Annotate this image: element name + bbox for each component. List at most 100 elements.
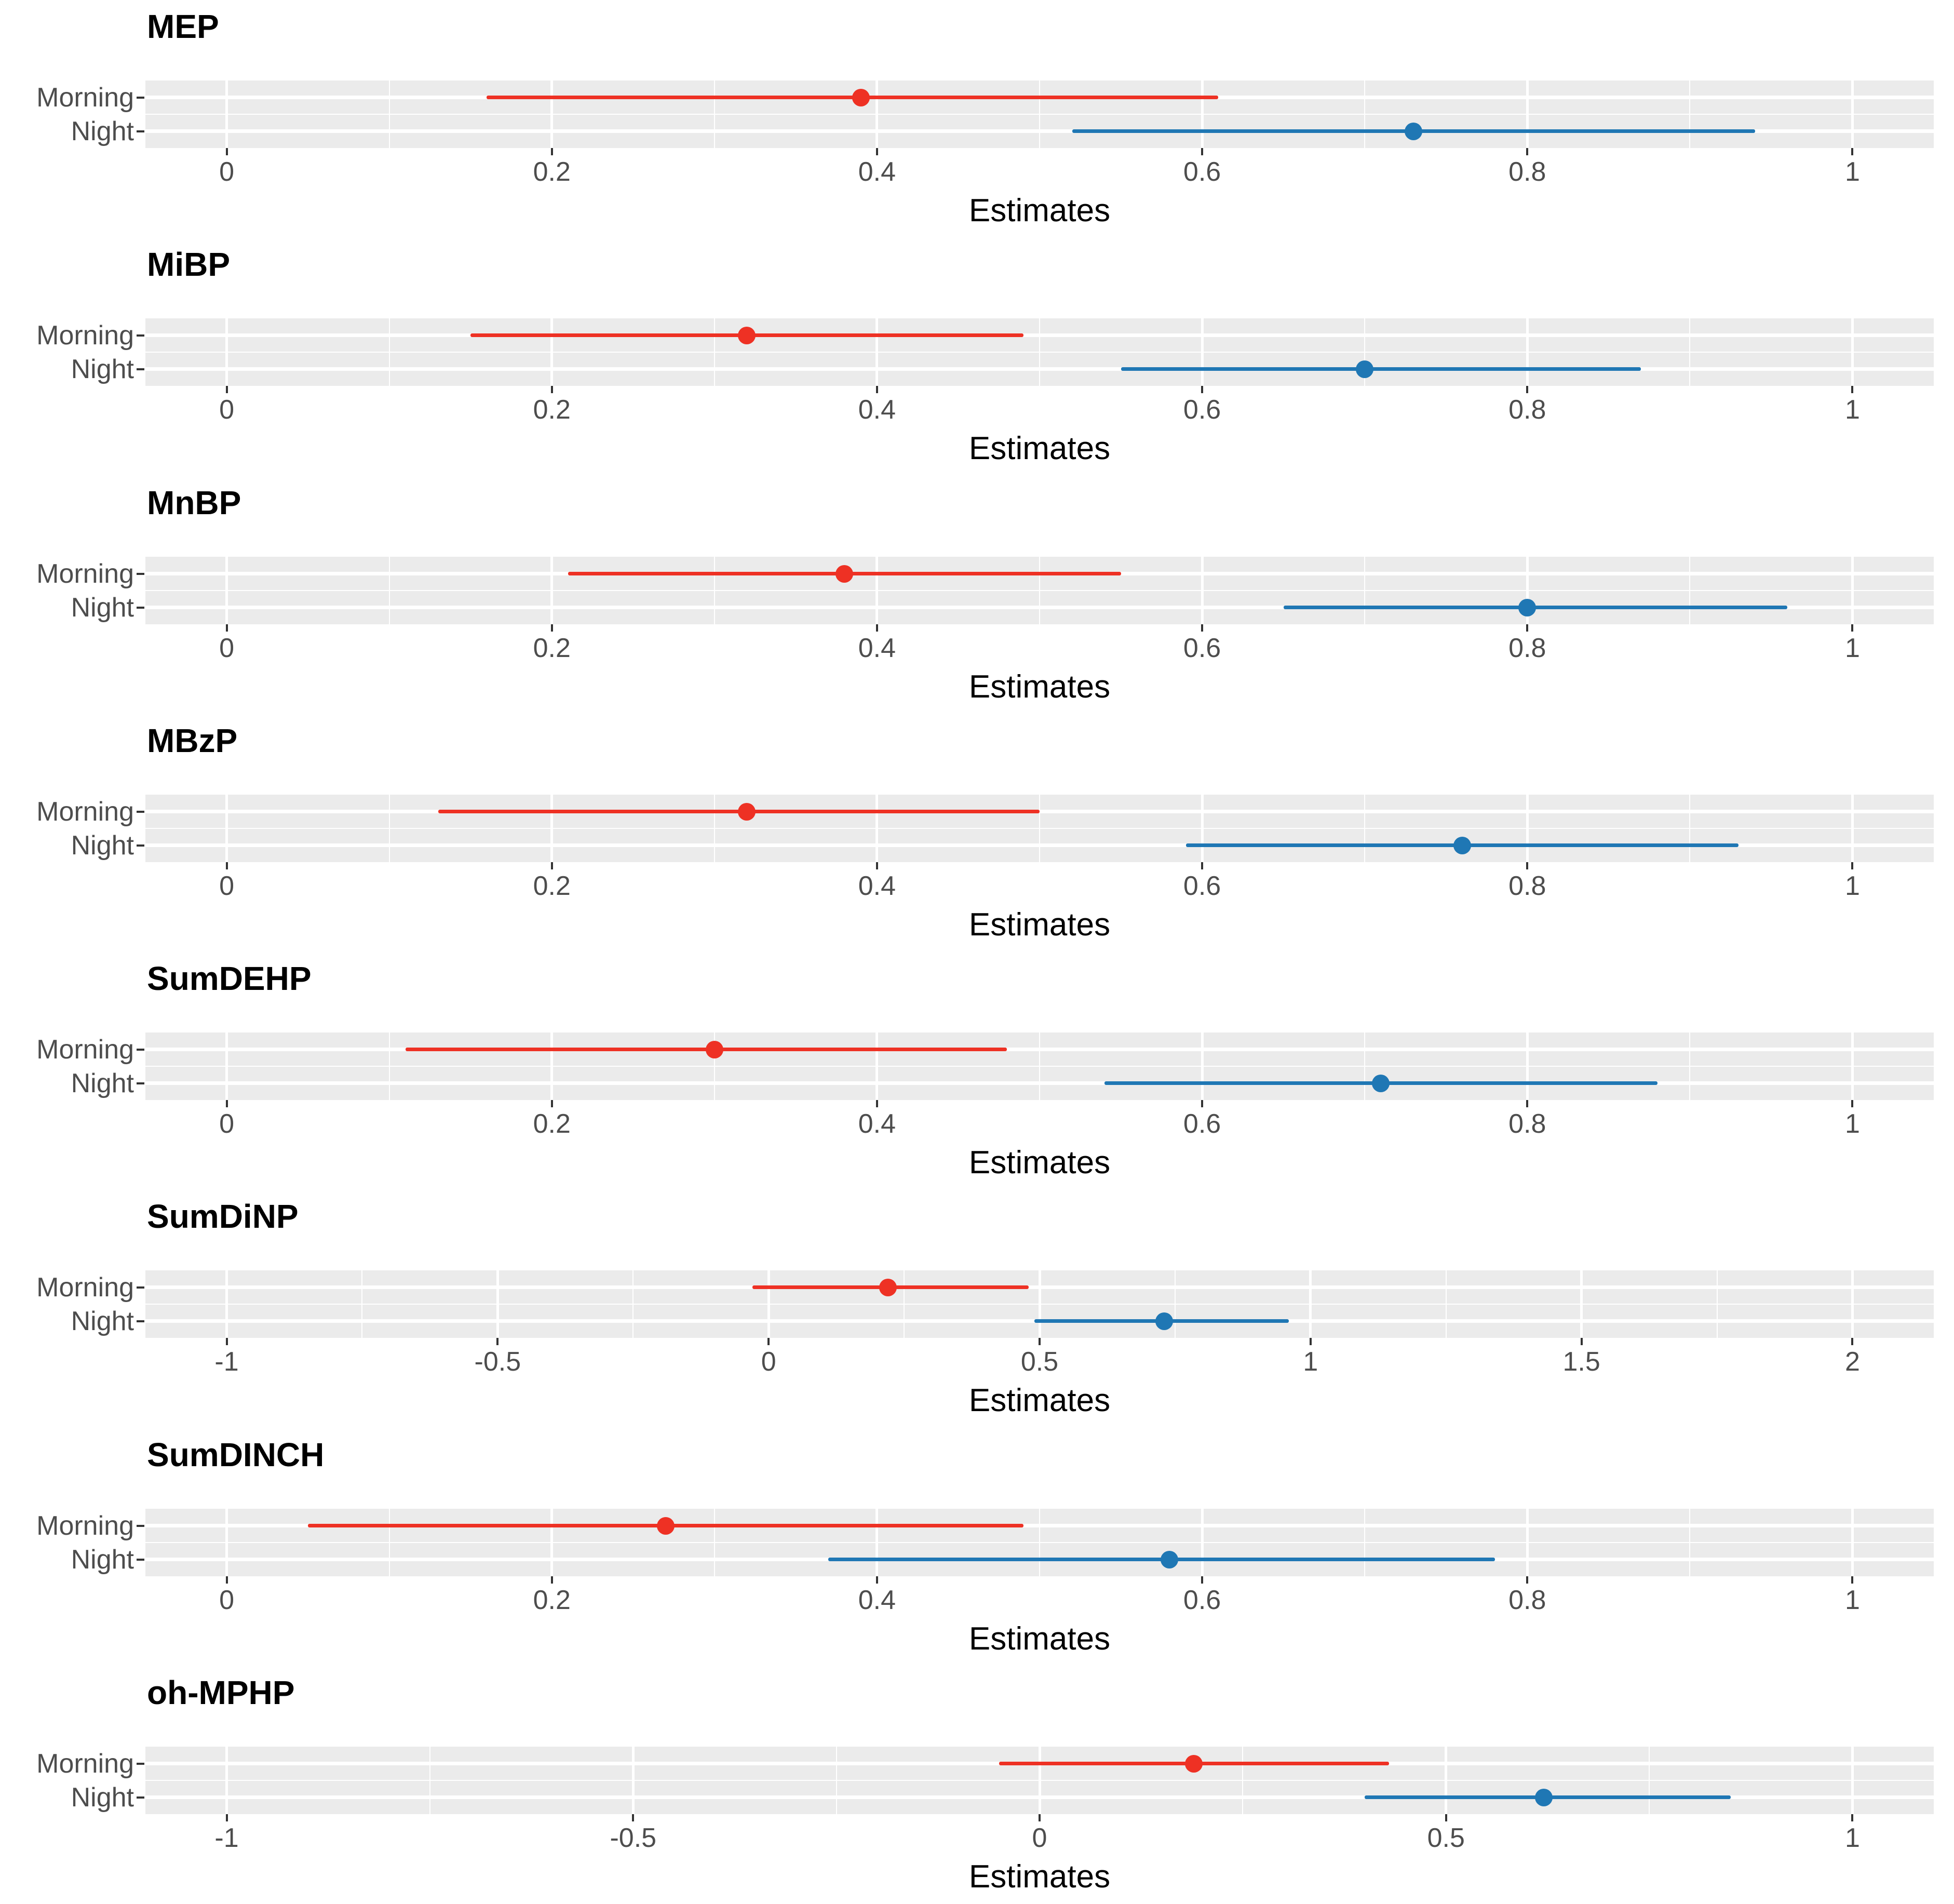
x-tick-mark [550, 386, 553, 393]
x-tick-mark [225, 624, 228, 632]
x-tick-label: 0.4 [858, 395, 896, 425]
y-tick-mark [137, 1524, 144, 1527]
x-tick-mark [1445, 1814, 1447, 1821]
point-estimate-morning [879, 1278, 897, 1296]
point-estimate-night [1161, 1550, 1179, 1568]
ci-line-night [1121, 367, 1641, 371]
x-tick-label: 1 [1844, 395, 1860, 425]
gridline-minor-horizontal [145, 590, 1934, 591]
x-axis-title: Estimates [968, 1621, 1111, 1657]
panel-title: SumDINCH [147, 1436, 325, 1473]
x-tick-label: 0.6 [1183, 1109, 1221, 1139]
y-tick-label: Morning [36, 1748, 134, 1779]
x-tick-mark [875, 624, 878, 632]
point-estimate-morning [656, 1517, 675, 1535]
plot-area [145, 1033, 1934, 1100]
x-tick-mark [225, 1338, 228, 1345]
x-tick-mark [1851, 624, 1854, 632]
x-tick-mark [1526, 148, 1529, 155]
x-tick-mark [1851, 1338, 1854, 1345]
x-tick-label: 0 [761, 1347, 776, 1377]
x-tick-mark [875, 386, 878, 393]
x-tick-label: 0 [219, 633, 234, 663]
point-estimate-night [1453, 836, 1472, 854]
plot-area [145, 1509, 1934, 1576]
plot-area [145, 1747, 1934, 1814]
x-tick-mark [1526, 386, 1529, 393]
x-tick-label: -0.5 [474, 1347, 521, 1377]
panel-title: oh-MPHP [147, 1674, 295, 1711]
y-tick-mark [137, 1762, 144, 1765]
x-tick-mark [225, 1100, 228, 1107]
x-tick-label: 0.4 [858, 1585, 896, 1615]
point-estimate-night [1405, 122, 1423, 140]
x-tick-mark [1039, 1814, 1041, 1821]
x-tick-label: 0 [219, 871, 234, 901]
y-tick-mark [137, 606, 144, 609]
x-tick-label: 0.6 [1183, 157, 1221, 187]
point-estimate-morning [1185, 1754, 1203, 1773]
x-axis-title: Estimates [968, 1859, 1111, 1895]
panel-SumDiNP: SumDiNP Morning Night -1 -0.5 0 0.5 1 1.5 2 Estima… [0, 1190, 1954, 1428]
point-estimate-morning [835, 565, 854, 583]
x-tick-label: 0.8 [1508, 871, 1546, 901]
x-tick-label: 0 [1032, 1823, 1047, 1853]
x-tick-label: 0.2 [533, 157, 571, 187]
x-tick-label: 0.4 [858, 871, 896, 901]
x-tick-mark [1851, 1100, 1854, 1107]
gridline-minor-horizontal [145, 1304, 1934, 1305]
x-tick-label: 0.2 [533, 871, 571, 901]
x-tick-mark [1309, 1338, 1312, 1345]
plot-area [145, 557, 1934, 624]
x-tick-label: 0.6 [1183, 1585, 1221, 1615]
x-axis-title: Estimates [968, 907, 1111, 943]
x-tick-label: 0.2 [533, 1585, 571, 1615]
x-tick-mark [632, 1814, 635, 1821]
x-tick-mark [1851, 148, 1854, 155]
y-tick-label: Night [71, 116, 134, 146]
y-tick-mark [137, 810, 144, 813]
x-tick-label: 0 [219, 395, 234, 425]
y-tick-mark [137, 130, 144, 132]
y-tick-mark [137, 1082, 144, 1084]
x-tick-label: -1 [214, 1347, 239, 1377]
x-axis-title: Estimates [968, 669, 1111, 705]
x-tick-label: 0 [219, 1585, 234, 1615]
y-tick-label: Night [71, 830, 134, 861]
point-estimate-night [1518, 598, 1537, 616]
point-estimate-morning [738, 326, 756, 344]
y-tick-label: Night [71, 592, 134, 623]
x-axis-title: Estimates [968, 1383, 1111, 1418]
plot-area [145, 795, 1934, 862]
point-estimate-morning [852, 88, 870, 106]
x-tick-mark [1526, 1576, 1529, 1584]
x-tick-label: 1 [1844, 871, 1860, 901]
x-tick-label: 0.8 [1508, 633, 1546, 663]
gridline-major-horizontal [145, 843, 1934, 847]
x-axis-title: Estimates [968, 193, 1111, 229]
x-tick-mark [1201, 1576, 1204, 1584]
panel-MnBP: MnBP Morning Night 0 0.2 0.4 0.6 0.8 1 Estimates [0, 476, 1954, 714]
panel-title: MBzP [147, 722, 238, 759]
x-tick-mark [1201, 1100, 1204, 1107]
x-tick-mark [225, 1576, 228, 1584]
x-tick-mark [225, 862, 228, 869]
y-tick-label: Morning [36, 82, 134, 113]
panel-title: SumDEHP [147, 960, 312, 997]
x-tick-label: 0.5 [1427, 1823, 1465, 1853]
x-tick-mark [1851, 1576, 1854, 1584]
x-tick-mark [1526, 1100, 1529, 1107]
x-tick-mark [1201, 624, 1204, 632]
x-tick-label: 0.2 [533, 1109, 571, 1139]
plot-area [145, 81, 1934, 148]
gridline-major-horizontal [145, 1285, 1934, 1289]
y-tick-label: Night [71, 354, 134, 384]
x-axis-title: Estimates [968, 1145, 1111, 1181]
y-tick-mark [137, 572, 144, 575]
panel-SumDINCH: SumDINCH Morning Night 0 0.2 0.4 0.6 0.8 1 Estima… [0, 1428, 1954, 1666]
gridline-major-horizontal [145, 606, 1934, 609]
panel-oh-MPHP: oh-MPHP Morning Night -1 -0.5 0 0.5 1 Estimates [0, 1666, 1954, 1904]
y-tick-mark [137, 368, 144, 370]
x-tick-mark [767, 1338, 770, 1345]
